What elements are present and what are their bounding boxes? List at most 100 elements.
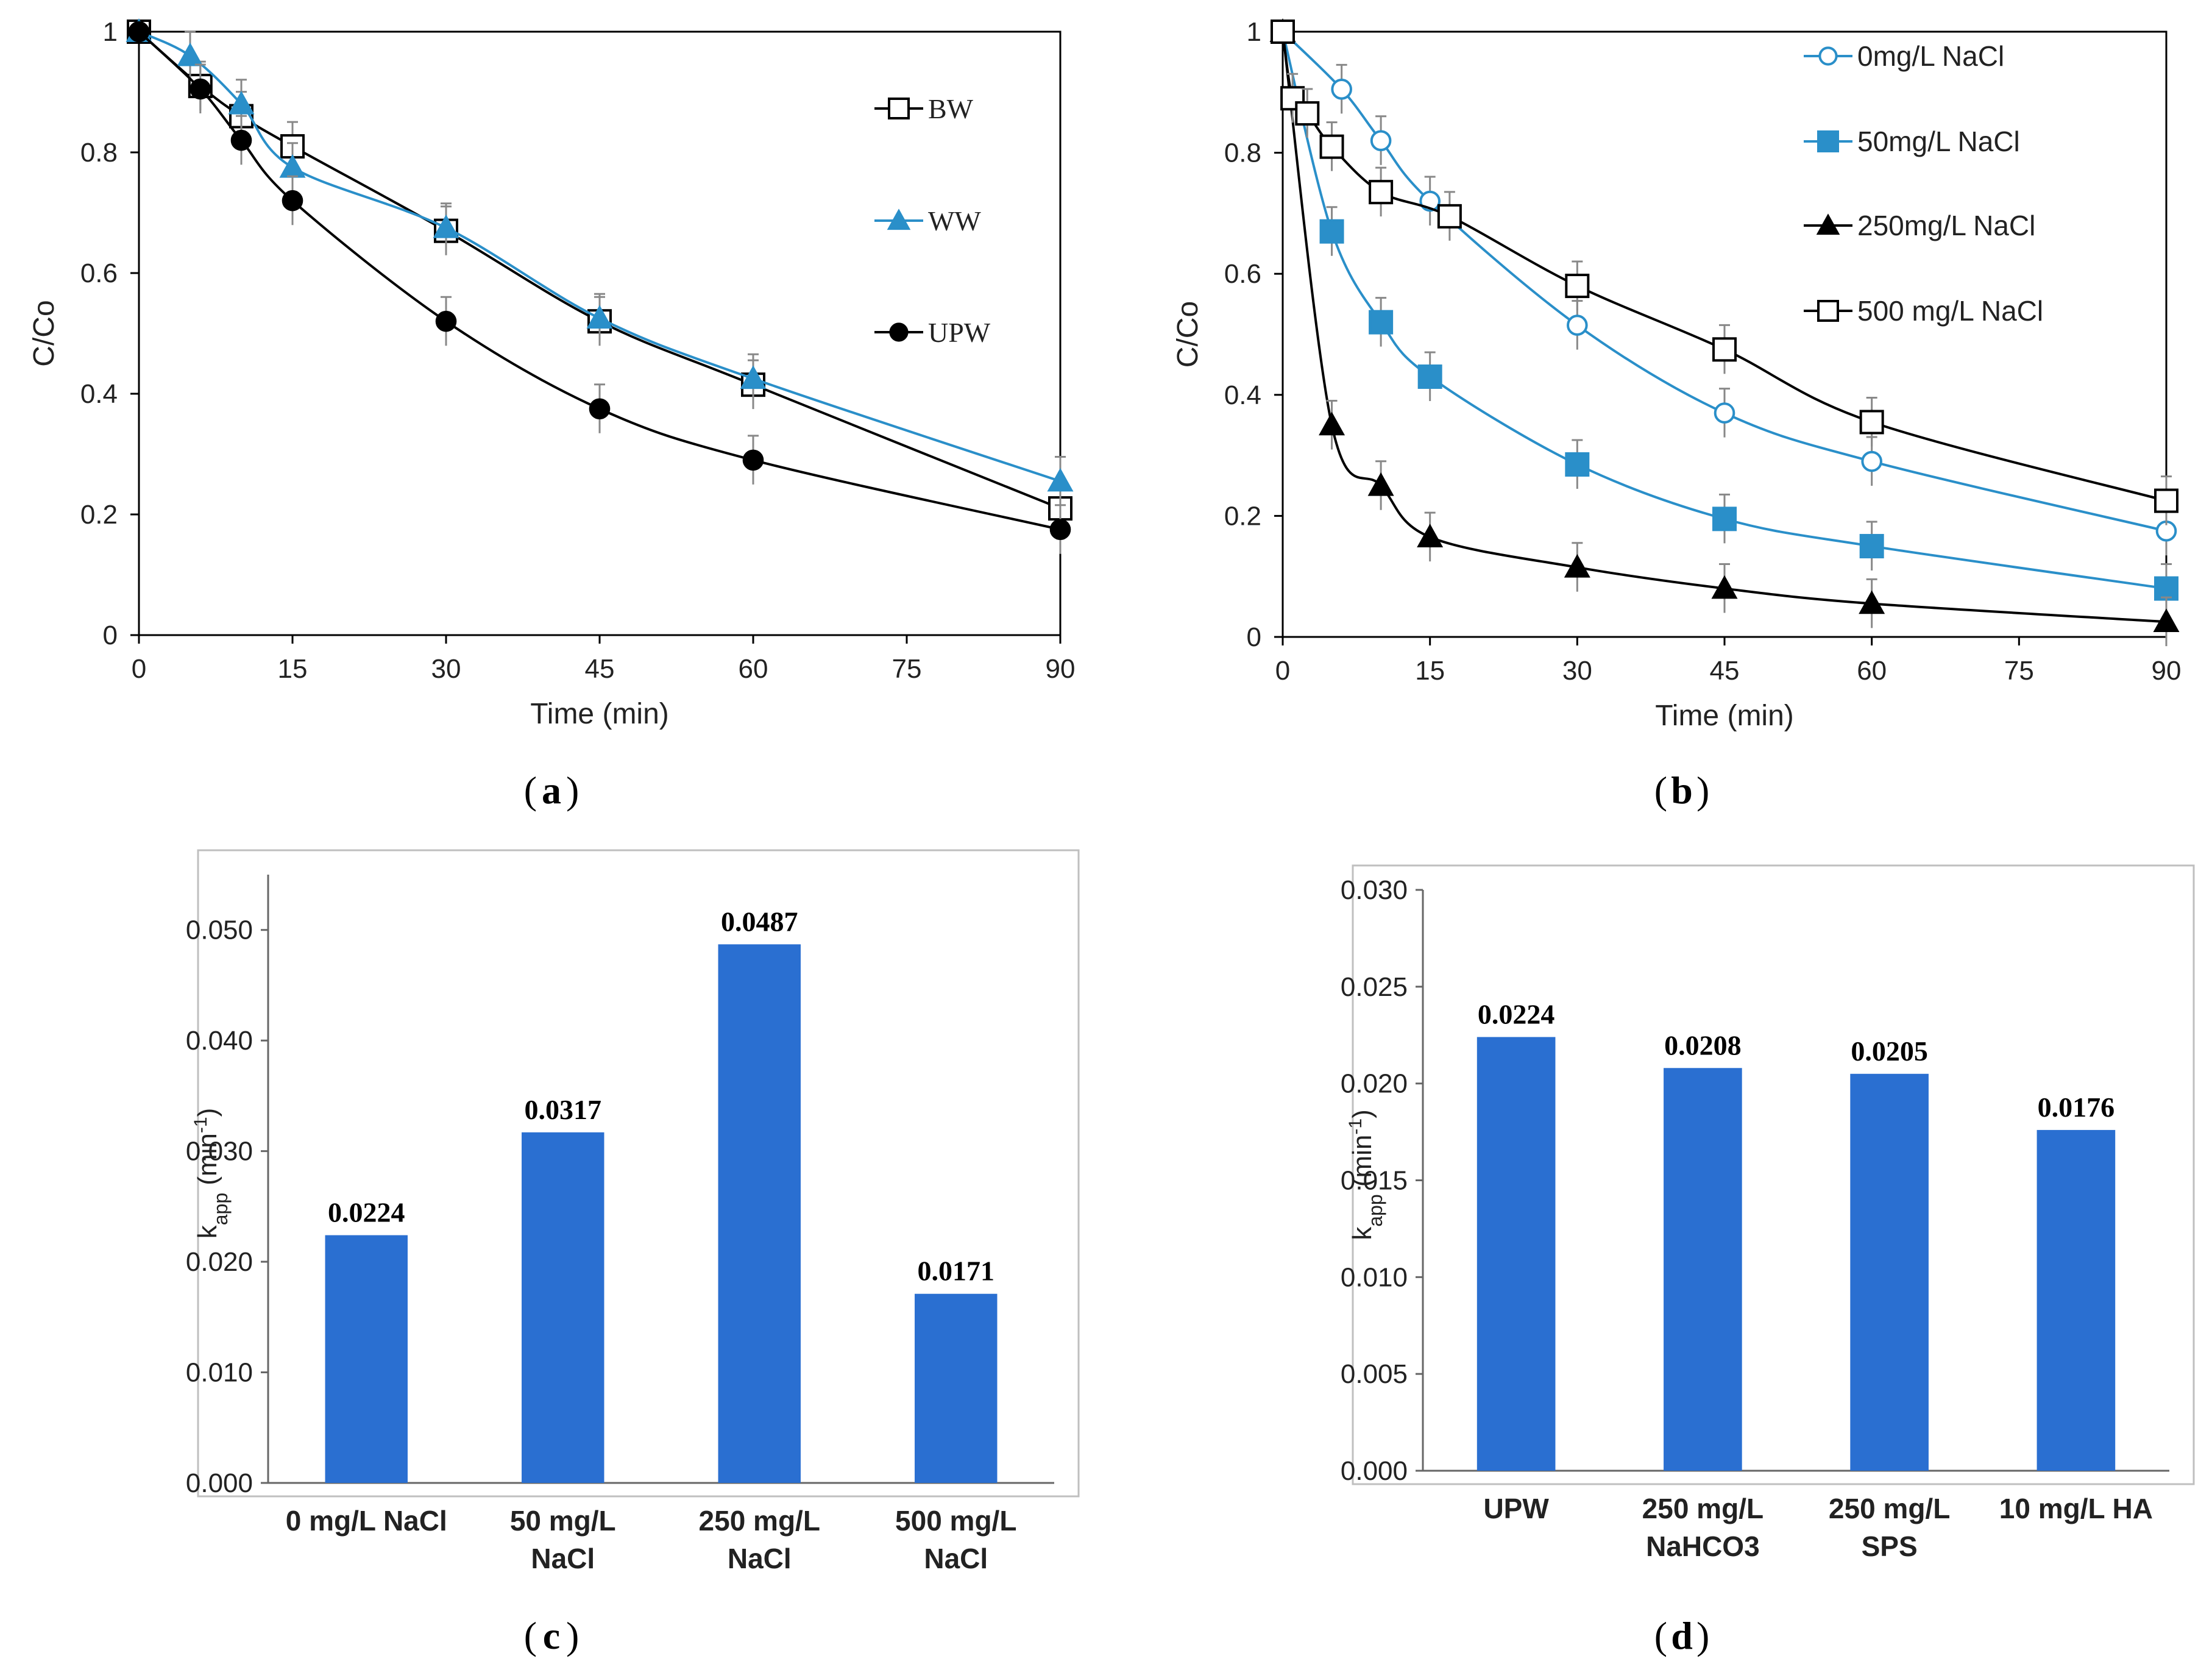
data-point bbox=[435, 310, 457, 332]
bar-data-label: 0.0208 bbox=[1664, 1029, 1742, 1061]
y-tick-label: 0.010 bbox=[1341, 1262, 1408, 1292]
panel-paren-close: ) bbox=[566, 1614, 579, 1657]
data-point bbox=[742, 449, 764, 471]
category-label: UPW bbox=[1483, 1493, 1549, 1524]
bar-data-label: 0.0224 bbox=[328, 1197, 405, 1228]
panel-label: c bbox=[543, 1614, 560, 1657]
y-tick-label: 0.020 bbox=[186, 1247, 253, 1277]
y-tick-label: 0 bbox=[1247, 622, 1261, 652]
data-point bbox=[433, 214, 459, 238]
series-500-mg-l-nacl bbox=[1271, 20, 2178, 525]
y-tick-label: 1 bbox=[1247, 17, 1261, 47]
data-point bbox=[1319, 134, 1344, 159]
x-tick-label: 90 bbox=[1046, 654, 1076, 684]
y-tick-label: 0.020 bbox=[1341, 1069, 1408, 1099]
y-axis-label-part: (min bbox=[1347, 1135, 1377, 1195]
y-axis-label-part: (min bbox=[193, 1133, 222, 1193]
bar bbox=[915, 1293, 998, 1483]
legend-label: 500 mg/L NaCl bbox=[1857, 295, 2043, 327]
series-ww bbox=[126, 18, 1074, 506]
panel-label: a bbox=[542, 769, 561, 812]
bar bbox=[1850, 1073, 1929, 1471]
data-point bbox=[279, 154, 306, 178]
category-label: NaCl bbox=[924, 1543, 988, 1574]
legend-label: BW bbox=[928, 93, 974, 124]
data-point bbox=[177, 42, 204, 66]
y-tick-label: 0.010 bbox=[186, 1358, 253, 1388]
x-tick-label: 15 bbox=[278, 654, 308, 684]
legend-label: UPW bbox=[928, 317, 991, 348]
bar bbox=[1476, 1037, 1556, 1471]
bar bbox=[325, 1235, 408, 1483]
legend-label: 50mg/L NaCl bbox=[1857, 126, 2020, 157]
legend-marker bbox=[1817, 300, 1839, 322]
x-axis-label: Time (min) bbox=[1655, 700, 1794, 732]
legend-label: WW bbox=[928, 205, 981, 236]
y-axis-label: kapp (min-1) bbox=[191, 1108, 232, 1239]
data-point bbox=[1437, 204, 1462, 229]
data-point bbox=[1712, 337, 1737, 362]
y-axis-label-part: k bbox=[193, 1224, 222, 1239]
chart-c: 0.000 0.010 0.020 0.030 0.040 0.050 0.0224 0 mg… bbox=[186, 849, 1080, 1657]
y-axis-label-part: app bbox=[210, 1193, 232, 1225]
data-point bbox=[1714, 402, 1735, 424]
plot-frame bbox=[1352, 864, 2195, 1485]
y-tick-label: 0.6 bbox=[1224, 259, 1261, 289]
y-tick-label: 0 bbox=[103, 620, 118, 650]
bar-data-label: 0.0205 bbox=[1851, 1036, 1928, 1067]
data-point bbox=[1565, 452, 1590, 477]
x-axis-label: Time (min) bbox=[530, 698, 669, 730]
panel-paren-open: ( bbox=[1654, 769, 1667, 812]
x-tick-label: 90 bbox=[2152, 656, 2182, 686]
y-tick-label: 0.4 bbox=[80, 379, 118, 409]
panel-paren-close: ) bbox=[1696, 769, 1709, 812]
chart-b: 0 15 30 45 60 75 90 0 0.2 0.4 0.6 0.8 1 Time (min) C/C… bbox=[1172, 17, 2181, 812]
panel-paren-open: ( bbox=[1654, 1614, 1667, 1657]
category-label: NaHCO3 bbox=[1646, 1530, 1760, 1562]
data-point bbox=[1047, 467, 1074, 492]
legend-marker bbox=[1816, 213, 1840, 235]
series-upw bbox=[128, 21, 1071, 554]
bar bbox=[2037, 1129, 2116, 1471]
data-point bbox=[2153, 608, 2180, 633]
data-point bbox=[1271, 20, 1295, 44]
chart-a: 0 15 30 45 60 75 90 0 0.2 0.4 0.6 0.8 1 Time (min) C/C… bbox=[28, 17, 1075, 812]
series-line bbox=[138, 30, 1061, 510]
category-label: 500 mg/L bbox=[895, 1505, 1016, 1537]
y-tick-label: 0.015 bbox=[1341, 1166, 1408, 1196]
data-point bbox=[2154, 488, 2178, 513]
x-tick-label: 60 bbox=[739, 654, 768, 684]
data-point bbox=[1319, 411, 1345, 436]
data-point bbox=[190, 78, 211, 100]
category-label: 250 mg/L bbox=[699, 1505, 820, 1537]
y-axis-label-part: app bbox=[1364, 1194, 1386, 1226]
x-tick-label: 45 bbox=[585, 654, 615, 684]
data-point bbox=[1861, 450, 1882, 472]
data-point bbox=[1564, 553, 1590, 578]
data-point bbox=[1280, 86, 1305, 111]
panel-paren-close: ) bbox=[566, 769, 579, 812]
panel-paren-open: ( bbox=[524, 1614, 537, 1657]
y-tick-label: 0.000 bbox=[1341, 1456, 1408, 1486]
y-tick-label: 0.030 bbox=[186, 1137, 253, 1167]
x-tick-label: 0 bbox=[1275, 656, 1290, 686]
series-line bbox=[1281, 31, 2167, 624]
data-point bbox=[740, 365, 767, 389]
y-axis-label: C/Co bbox=[28, 300, 60, 366]
legend-label: 250mg/L NaCl bbox=[1857, 210, 2035, 241]
data-point bbox=[128, 21, 150, 43]
x-tick-label: 30 bbox=[431, 654, 461, 684]
panel-label: b bbox=[1671, 769, 1693, 812]
bar bbox=[718, 944, 801, 1483]
data-point bbox=[1370, 130, 1392, 152]
bar-data-label: 0.0317 bbox=[525, 1094, 602, 1125]
legend-marker bbox=[1817, 130, 1839, 152]
bar-data-label: 0.0176 bbox=[2038, 1092, 2115, 1123]
data-point bbox=[1367, 472, 1394, 496]
category-label: 50 mg/L bbox=[510, 1505, 616, 1537]
bar-data-label: 0.0224 bbox=[1478, 998, 1555, 1029]
x-tick-label: 60 bbox=[1857, 656, 1887, 686]
y-tick-label: 0.2 bbox=[80, 500, 118, 530]
bar-data-label: 0.0171 bbox=[918, 1256, 995, 1287]
